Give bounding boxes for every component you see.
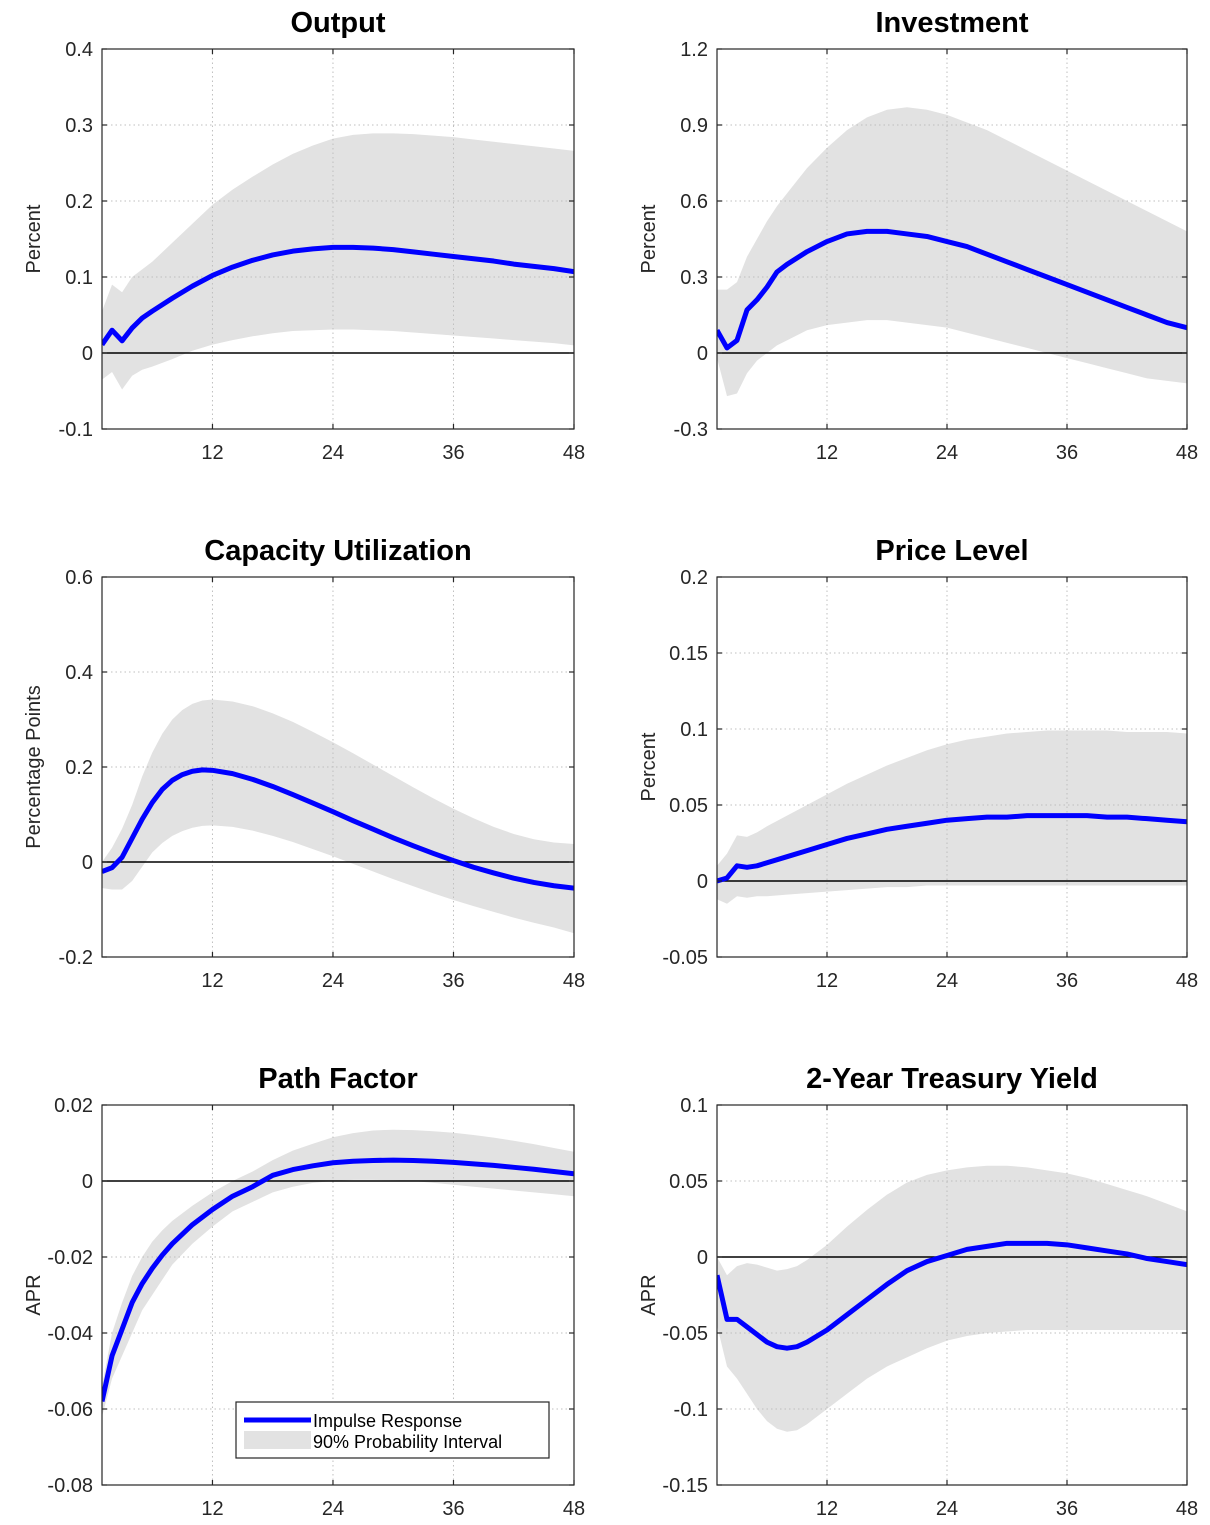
- y-tick-label: 0: [697, 871, 708, 893]
- y-tick-label: -0.3: [674, 419, 708, 441]
- probability-interval-band: [717, 1165, 1187, 1432]
- x-tick-label: 24: [322, 442, 344, 464]
- x-tick-label: 24: [322, 970, 344, 992]
- x-tick-label: 12: [201, 1498, 223, 1520]
- impulse-response-line: [717, 1240, 1187, 1351]
- y-tick-label: 0: [82, 343, 93, 365]
- legend-band-swatch: [244, 1431, 311, 1449]
- y-axis-label: Percent: [23, 204, 45, 273]
- chart-panel-4: 12 24 36 48 -0.05 0 0.05 0.1 0.15 0.2 Price Level P…: [638, 535, 1198, 992]
- probability-interval-band: [717, 107, 1187, 397]
- y-axis-label: APR: [638, 1274, 660, 1315]
- y-tick-label: -0.15: [662, 1475, 708, 1497]
- y-tick-label: 0: [82, 1171, 93, 1193]
- x-tick-label: 12: [201, 970, 223, 992]
- impulse-response-line: [717, 228, 1187, 351]
- x-tick-label: 12: [816, 1498, 838, 1520]
- y-axis-label: Percent: [638, 732, 660, 801]
- x-tick-label: 48: [1176, 970, 1198, 992]
- y-tick-label: 0.02: [54, 1095, 93, 1117]
- probability-interval-band: [102, 1129, 574, 1417]
- chart-title: Path Factor: [258, 1063, 418, 1095]
- x-tick-label: 36: [442, 1498, 464, 1520]
- chart-title: Capacity Utilization: [204, 535, 472, 567]
- y-tick-label: 0.2: [65, 757, 93, 779]
- legend-response-label: Impulse Response: [313, 1411, 462, 1431]
- probability-interval-band: [102, 133, 574, 390]
- y-axis-label: Percentage Points: [23, 685, 45, 848]
- x-tick-label: 24: [936, 1498, 958, 1520]
- impulse-response-line: [717, 813, 1187, 884]
- y-tick-label: 0.05: [669, 795, 708, 817]
- chart-title: Investment: [875, 7, 1028, 39]
- chart-panel-6: 12 24 36 48 -0.15 -0.1 -0.05 0 0.05 0.1 2-Year Tre…: [638, 1063, 1198, 1520]
- y-tick-label: 0.6: [65, 567, 93, 589]
- x-tick-label: 48: [563, 442, 585, 464]
- chart-title: Price Level: [875, 535, 1028, 567]
- y-tick-label: -0.1: [59, 419, 93, 441]
- axes-box: [101, 48, 575, 430]
- y-tick-label: 0: [82, 852, 93, 874]
- axes-box: [101, 1104, 575, 1486]
- chart-panel-1: 12 24 36 48 -0.1 0 0.1 0.2 0.3 0.4 Output Percent: [23, 7, 585, 464]
- axes-box: [716, 1104, 1188, 1486]
- x-tick-label: 48: [1176, 442, 1198, 464]
- y-tick-label: 1.2: [680, 39, 708, 61]
- probability-interval-band: [717, 730, 1187, 904]
- y-tick-label: 0.1: [680, 1095, 708, 1117]
- legend-band-label: 90% Probability Interval: [313, 1432, 502, 1452]
- y-tick-label: 0.15: [669, 643, 708, 665]
- y-tick-label: 0.9: [680, 115, 708, 137]
- x-tick-label: 36: [1056, 970, 1078, 992]
- y-tick-label: -0.05: [662, 1323, 708, 1345]
- y-tick-label: 0.6: [680, 191, 708, 213]
- chart-title: Output: [290, 7, 385, 39]
- y-tick-label: 0.3: [65, 115, 93, 137]
- y-axis-label: APR: [23, 1274, 45, 1315]
- y-tick-label: -0.02: [47, 1247, 93, 1269]
- x-tick-label: 48: [1176, 1498, 1198, 1520]
- y-tick-label: -0.04: [47, 1323, 93, 1345]
- y-tick-label: 0.1: [680, 719, 708, 741]
- x-tick-label: 36: [442, 442, 464, 464]
- y-tick-label: 0.4: [65, 39, 93, 61]
- impulse-response-line: [102, 767, 574, 891]
- x-tick-label: 12: [816, 970, 838, 992]
- x-tick-label: 36: [1056, 1498, 1078, 1520]
- y-tick-label: 0.2: [680, 567, 708, 589]
- y-tick-label: 0: [697, 343, 708, 365]
- x-tick-label: 12: [816, 442, 838, 464]
- y-tick-label: -0.08: [47, 1475, 93, 1497]
- x-tick-label: 24: [936, 442, 958, 464]
- chart-panel-2: 12 24 36 48 -0.3 0 0.3 0.6 0.9 1.2 Investment Perce…: [638, 7, 1198, 464]
- y-tick-label: 0.1: [65, 267, 93, 289]
- x-tick-label: 12: [201, 442, 223, 464]
- chart-panel-3: 12 24 36 48 -0.2 0 0.2 0.4 0.6 Capacity Utilizati…: [23, 535, 585, 992]
- y-tick-label: 0.05: [669, 1171, 708, 1193]
- chart-title: 2-Year Treasury Yield: [806, 1063, 1098, 1095]
- y-tick-label: -0.06: [47, 1399, 93, 1421]
- impulse-response-line: [102, 244, 574, 347]
- x-tick-label: 36: [1056, 442, 1078, 464]
- y-tick-label: 0.4: [65, 662, 93, 684]
- x-tick-label: 36: [442, 970, 464, 992]
- y-tick-label: -0.05: [662, 947, 708, 969]
- axes-box: [716, 48, 1188, 430]
- y-tick-label: 0: [697, 1247, 708, 1269]
- x-tick-label: 48: [563, 970, 585, 992]
- impulse-response-line: [102, 1157, 574, 1402]
- chart-panel-5: 12 24 36 48 -0.08 -0.06 -0.04 -0.02 0 0.02 Path Fa…: [23, 1063, 585, 1520]
- y-axis-label: Percent: [638, 204, 660, 273]
- x-tick-label: 24: [936, 970, 958, 992]
- y-tick-label: 0.2: [65, 191, 93, 213]
- y-tick-label: 0.3: [680, 267, 708, 289]
- x-tick-label: 48: [563, 1498, 585, 1520]
- axes-box: [716, 576, 1188, 958]
- y-tick-label: -0.1: [674, 1399, 708, 1421]
- y-tick-label: -0.2: [59, 947, 93, 969]
- x-tick-label: 24: [322, 1498, 344, 1520]
